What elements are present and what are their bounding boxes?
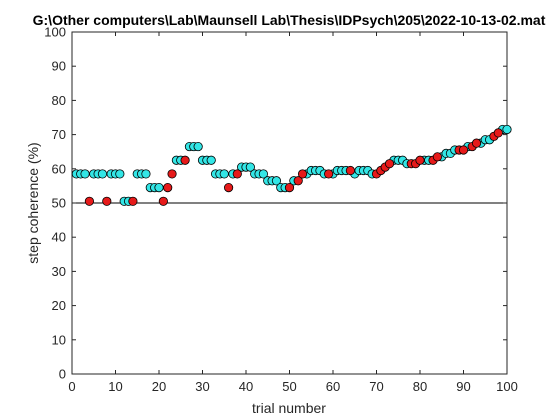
y-tick-label: 40 (52, 230, 66, 245)
y-tick-label: 50 (52, 196, 66, 211)
data-point-error (84, 196, 95, 206)
data-point-error (471, 138, 482, 148)
data-point-error (345, 165, 355, 176)
x-tick-label: 50 (282, 379, 296, 394)
x-tick-label: 100 (496, 379, 518, 394)
data-point-correct (502, 124, 512, 135)
data-point-correct (115, 169, 125, 179)
x-tick-label: 90 (456, 379, 470, 394)
data-point-correct (97, 169, 108, 179)
x-tick-label: 0 (68, 379, 75, 394)
plot-axes: 0 10 20 30 40 50 60 70 80 90 100 0 10 20 30 40 50 60 70 80… (44, 25, 518, 395)
data-point-error (224, 183, 234, 193)
data-point-correct (258, 169, 268, 179)
data-point-error (158, 196, 168, 206)
x-tick-label: 80 (413, 379, 427, 394)
data-point-correct (271, 176, 282, 186)
y-tick-label: 10 (52, 332, 66, 347)
data-point-correct (141, 169, 151, 179)
x-tick-label: 20 (152, 379, 166, 394)
data-point-error (324, 169, 334, 179)
x-tick-label: 60 (326, 379, 340, 394)
data-point-error (493, 128, 503, 138)
x-tick-label: 10 (108, 379, 122, 394)
y-tick-label: 20 (52, 298, 66, 313)
y-tick-label: 30 (52, 264, 66, 279)
data-points (71, 124, 512, 206)
chart-title: G:\Other computers\Lab\Maunsell Lab\Thes… (33, 12, 546, 28)
y-tick-label: 90 (52, 59, 66, 74)
x-tick-label: 40 (239, 379, 253, 394)
data-point-error (384, 159, 395, 169)
x-tick-label: 70 (369, 379, 383, 394)
data-point-error (458, 145, 469, 155)
data-point-error (432, 152, 442, 162)
y-axis-label: step coherence (%) (25, 142, 41, 263)
data-point-error (293, 176, 303, 186)
x-axis-label: trial number (252, 400, 326, 416)
data-point-error (163, 183, 173, 193)
data-point-error (167, 169, 177, 179)
y-tick-label: 60 (52, 161, 66, 176)
data-point-error (284, 183, 295, 193)
data-point-correct (80, 169, 90, 179)
data-point-error (297, 169, 308, 179)
y-tick-label: 0 (59, 367, 66, 382)
data-point-correct (154, 183, 164, 193)
data-point-error (102, 196, 112, 206)
y-tick-label: 80 (52, 93, 66, 108)
y-tick-label: 70 (52, 127, 66, 142)
x-axis-ticks: 0 10 20 30 40 50 60 70 80 90 100 (68, 32, 518, 394)
data-point-error (232, 169, 242, 179)
data-point-correct (206, 155, 216, 165)
x-tick-label: 30 (195, 379, 209, 394)
data-point-correct (219, 169, 229, 179)
y-tick-label: 100 (44, 25, 66, 40)
data-point-error (180, 155, 190, 165)
data-point-correct (193, 141, 203, 152)
data-point-error (128, 196, 138, 206)
y-axis-ticks: 0 10 20 30 40 50 60 70 80 90 100 (44, 25, 507, 382)
data-point-error (415, 155, 425, 165)
data-point-correct (245, 162, 255, 172)
